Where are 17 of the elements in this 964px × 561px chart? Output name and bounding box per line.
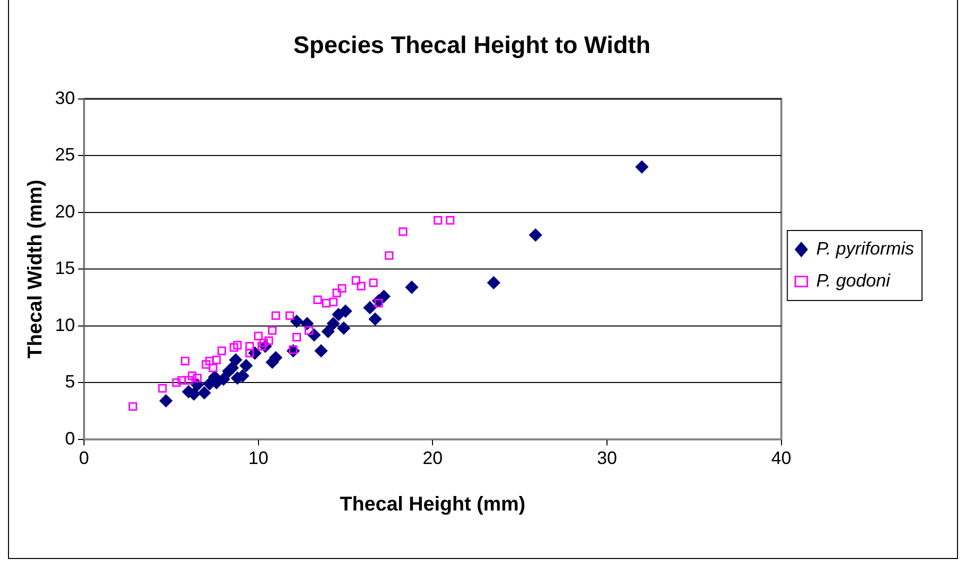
y-axis-title: Thecal Width (mm): [24, 180, 47, 358]
chart-title: Species Thecal Height to Width: [293, 32, 651, 60]
y-tick-label: 20: [54, 201, 76, 222]
y-tick-label: 5: [65, 372, 76, 392]
y-tick-label: 30: [54, 88, 76, 108]
x-axis-title: Thecal Height (mm): [340, 494, 526, 516]
x-tick-label: 40: [771, 448, 792, 468]
x-tick-label: 20: [422, 448, 443, 468]
x-tick-label: 0: [79, 448, 90, 468]
y-tick-label: 0: [65, 428, 76, 448]
y-tick-label: 25: [54, 144, 76, 165]
legend-label: P. pyriformis: [816, 238, 914, 258]
y-tick-label: 10: [54, 314, 76, 335]
x-tick-label: 10: [248, 448, 268, 468]
legend-label: P. godoni: [816, 270, 892, 290]
x-tick-label: 30: [596, 448, 618, 468]
y-tick-label: 15: [54, 258, 76, 278]
